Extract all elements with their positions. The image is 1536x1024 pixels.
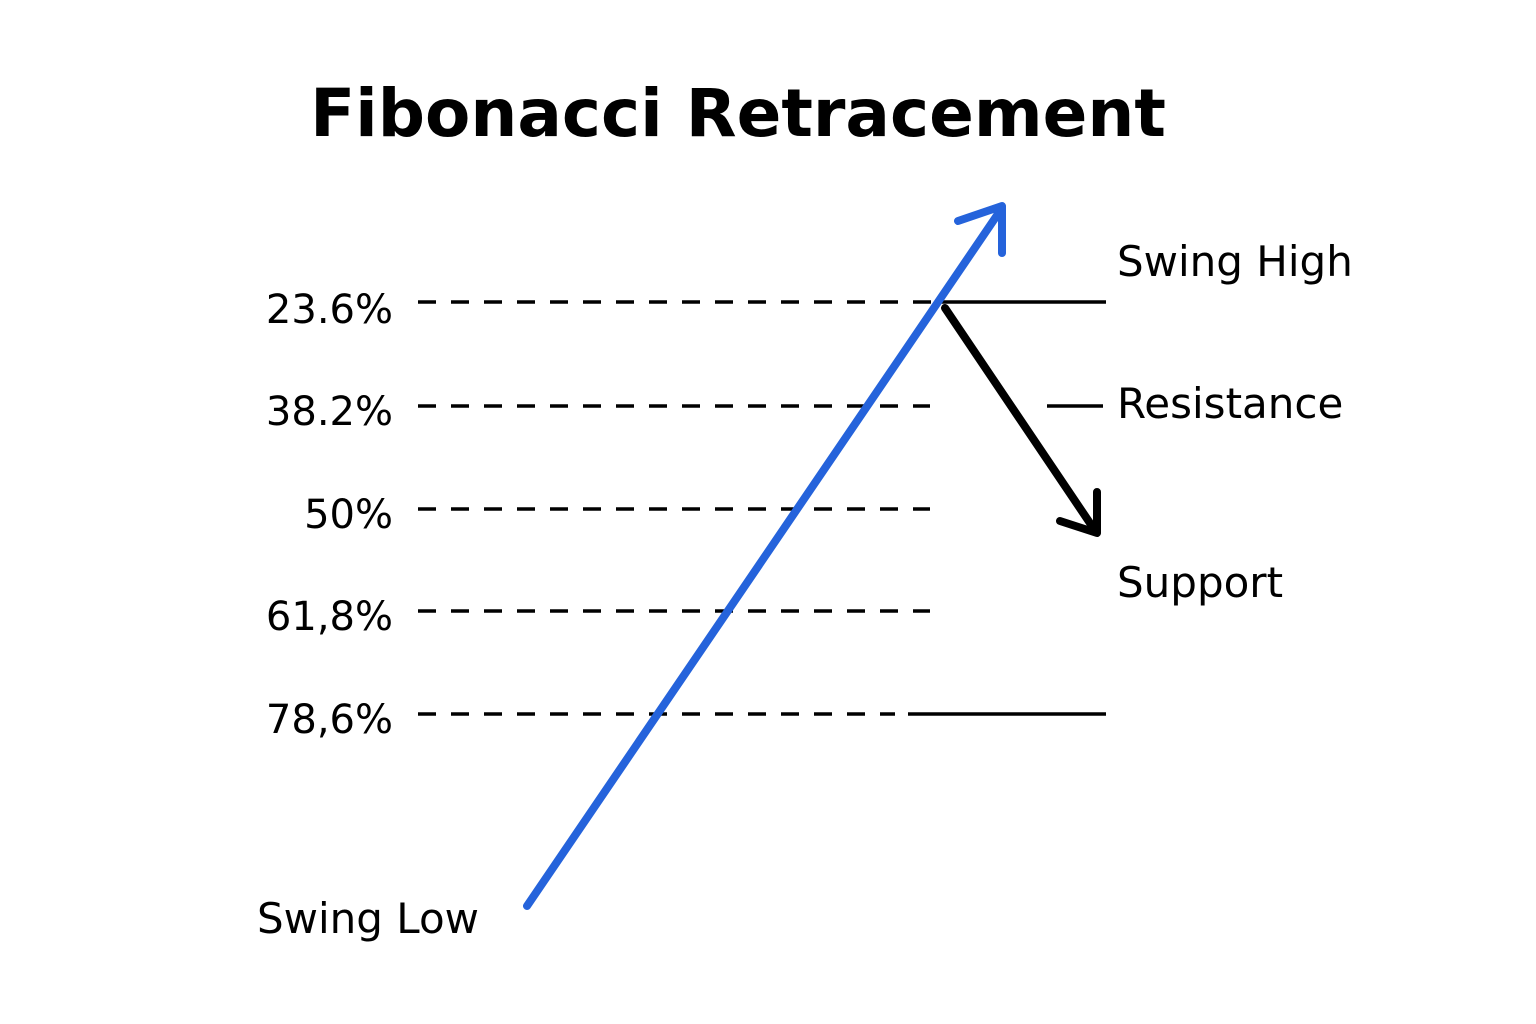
support-label: Support xyxy=(1117,558,1283,607)
level-label-61-8: 61,8% xyxy=(266,594,393,640)
arrow-down-right-icon xyxy=(941,304,1101,537)
level-label-23-6: 23.6% xyxy=(266,287,393,333)
swing-low-label: Swing Low xyxy=(257,894,479,943)
level-label-78-6: 78,6% xyxy=(266,697,393,743)
level-lines xyxy=(418,300,935,716)
arrow-up-right-icon xyxy=(523,202,1006,910)
resistance-label: Resistance xyxy=(1117,379,1343,428)
diagram-title: Fibonacci Retracement xyxy=(310,75,1166,152)
level-label-50: 50% xyxy=(304,492,393,538)
level-label-38-2: 38.2% xyxy=(266,389,393,435)
swing-high-label: Swing High xyxy=(1117,237,1353,286)
